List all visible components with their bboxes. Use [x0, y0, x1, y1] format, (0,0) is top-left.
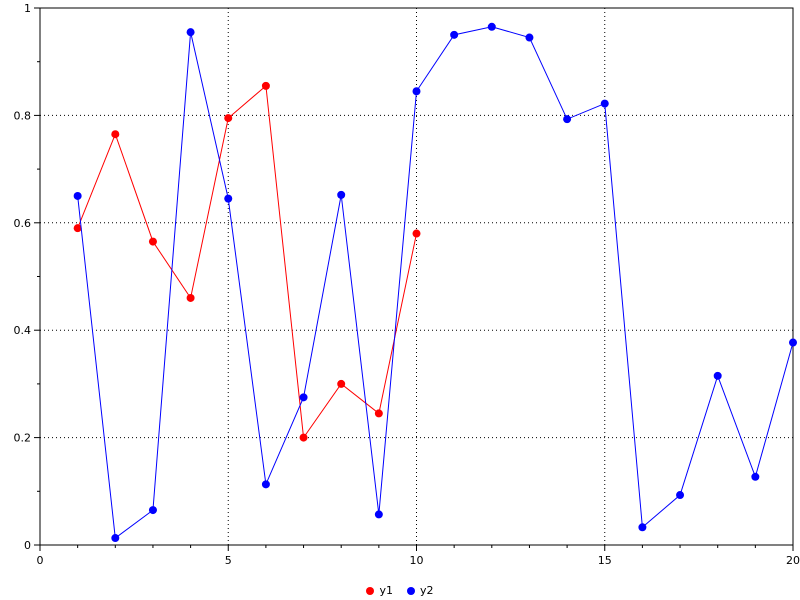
- data-point-y2: [224, 194, 233, 203]
- legend-marker-y1: [366, 586, 375, 595]
- legend-item-y2: y2: [407, 584, 434, 597]
- data-point-y1: [73, 224, 82, 233]
- data-point-y2: [374, 510, 383, 519]
- legend-item-y1: y1: [366, 584, 393, 597]
- data-point-y1: [412, 229, 421, 238]
- x-tick-label: 10: [410, 554, 424, 567]
- data-point-y2: [676, 491, 685, 500]
- data-point-y1: [148, 237, 157, 246]
- data-point-y1: [337, 379, 346, 388]
- x-tick-label: 5: [225, 554, 232, 567]
- series-line-y2: [77, 26, 794, 539]
- data-point-y2: [600, 99, 609, 108]
- chart-legend: y1 y2: [0, 584, 800, 597]
- data-point-y1: [261, 81, 270, 90]
- data-point-y2: [525, 33, 534, 42]
- data-point-y2: [487, 22, 496, 31]
- data-point-y2: [73, 191, 82, 200]
- data-point-y1: [111, 130, 120, 139]
- data-point-y2: [412, 87, 421, 96]
- data-point-y2: [638, 523, 647, 532]
- data-point-y2: [299, 393, 308, 402]
- series-line-y1: [77, 84, 417, 439]
- y-tick-label: 0.6: [14, 217, 32, 230]
- data-point-y2: [450, 30, 459, 39]
- data-point-y2: [789, 338, 797, 347]
- data-point-y2: [148, 506, 157, 515]
- y-tick-label: 0.8: [14, 109, 32, 122]
- y-tick-label: 0.4: [14, 324, 32, 337]
- x-tick-label: 15: [598, 554, 612, 567]
- data-point-y2: [337, 190, 346, 199]
- data-point-y1: [299, 433, 308, 442]
- data-point-y2: [563, 115, 572, 124]
- data-point-y2: [111, 534, 120, 543]
- legend-marker-y2: [407, 586, 415, 595]
- legend-label-y1: y1: [379, 584, 393, 597]
- legend-label-y2: y2: [420, 584, 434, 597]
- data-point-y2: [751, 472, 760, 481]
- x-tick-label: 20: [786, 554, 800, 567]
- data-point-y1: [224, 114, 233, 123]
- data-point-y2: [713, 371, 722, 380]
- y-tick-label: 0: [24, 539, 31, 552]
- data-point-y1: [374, 409, 383, 418]
- data-point-y2: [261, 480, 270, 489]
- x-tick-label: 0: [37, 554, 44, 567]
- data-point-y1: [186, 293, 195, 302]
- data-point-y2: [186, 28, 195, 37]
- y-tick-label: 0.2: [14, 432, 32, 445]
- y-tick-label: 1: [24, 2, 31, 15]
